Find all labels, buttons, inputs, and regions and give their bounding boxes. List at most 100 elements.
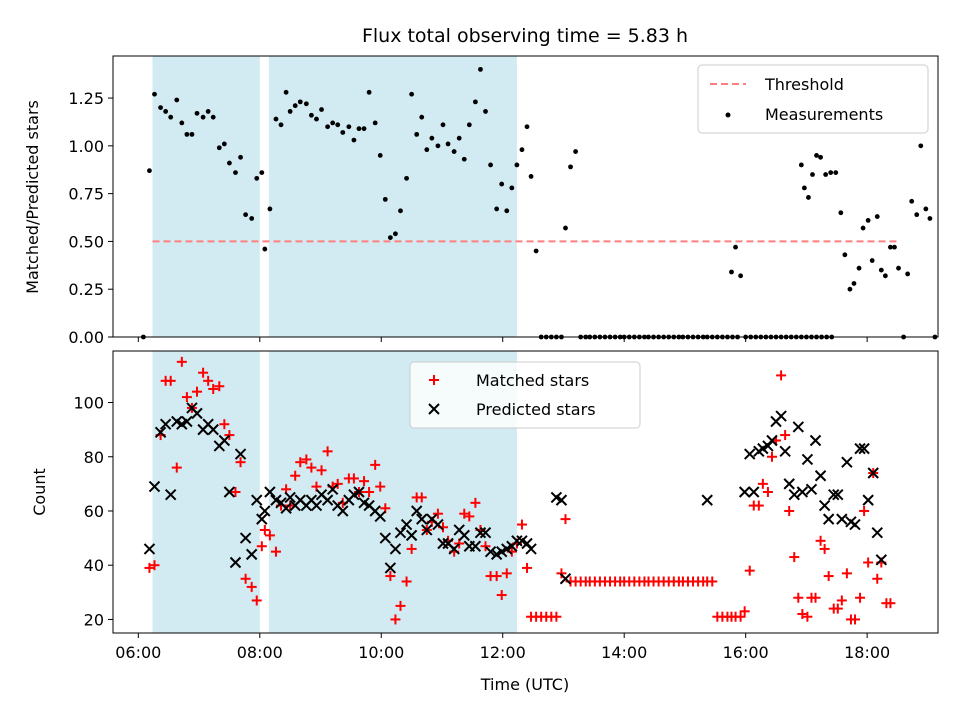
matched-point (560, 514, 571, 525)
matched-point (491, 571, 502, 582)
predicted-point (484, 545, 497, 558)
matched-point (306, 462, 317, 473)
measurement-point (896, 265, 901, 271)
predicted-point (437, 537, 449, 550)
measurement-point (221, 141, 227, 147)
measurement-point (833, 170, 839, 176)
predicted-point (416, 513, 428, 525)
matched-point (359, 476, 370, 487)
predicted-point (379, 532, 392, 544)
matched-point (496, 590, 507, 601)
predicted-point (259, 505, 271, 517)
predicted-point (779, 445, 791, 458)
matched-point (739, 606, 750, 617)
chart-title: Flux total observing time = 5.83 h (362, 25, 688, 47)
predicted-point (384, 562, 397, 574)
measurement-point (216, 145, 222, 151)
measurement-point (533, 248, 539, 254)
measurement-point (429, 135, 435, 141)
matched-point (181, 392, 192, 403)
predicted-point (143, 543, 156, 555)
measurement-point (440, 122, 446, 128)
legend-predicted-label: Predicted stars (476, 400, 596, 419)
measurement-point (478, 66, 483, 72)
predicted-point (871, 526, 883, 539)
predicted-point (154, 426, 167, 439)
measurement-point (189, 131, 195, 137)
measurement-point (927, 216, 933, 221)
measurement-point (283, 89, 289, 95)
predicted-point (801, 453, 814, 466)
y-ticks-bottom: 20 40 60 80 100 (73, 394, 113, 629)
measurement-point (519, 147, 525, 153)
predicted-point (405, 529, 418, 542)
y-tick-label: 20 (84, 610, 104, 629)
y-axis-label-bottom: Count (30, 468, 49, 516)
measurement-point (738, 273, 744, 279)
measurement-point (168, 114, 174, 120)
y-axis-label-top: Matched/Predicted stars (23, 100, 42, 294)
measurement-point (233, 170, 238, 176)
measurement-point (445, 141, 451, 147)
measurement-point (882, 273, 888, 279)
matched-point (251, 595, 262, 606)
measurement-point (398, 208, 403, 214)
predicted-point (766, 434, 778, 447)
matched-point (406, 543, 417, 554)
predicted-point (191, 407, 203, 420)
measurement-point (892, 244, 897, 250)
measurement-point (847, 286, 853, 292)
predicted-point (400, 518, 413, 531)
legend-threshold-label: Threshold (764, 75, 844, 94)
y-tick-label: 40 (84, 556, 104, 575)
predicted-point (469, 540, 482, 552)
measurement-point (483, 109, 488, 114)
matched-point (744, 565, 755, 576)
predicted-point (822, 513, 835, 525)
matched-point (214, 381, 225, 392)
measurement-point (488, 162, 493, 168)
predicted-point (788, 489, 800, 501)
matched-point (235, 457, 246, 468)
measurement-point (435, 143, 441, 149)
measurement-point (210, 114, 216, 120)
matched-point (256, 541, 267, 552)
predicted-point (353, 486, 365, 498)
matched-point (290, 470, 301, 481)
matched-point (416, 492, 427, 503)
predicted-point (867, 467, 879, 479)
matched-point (432, 508, 443, 519)
matched-point (735, 611, 746, 622)
measurement-point (888, 244, 893, 250)
measurement-point (372, 120, 378, 126)
predicted-point (321, 494, 334, 506)
measurement-point (278, 122, 284, 128)
matched-point (171, 462, 182, 473)
predicted-point (841, 456, 853, 468)
measurement-point (330, 120, 336, 126)
measurement-point (174, 97, 180, 103)
measurement-point (377, 153, 383, 158)
matched-point (766, 451, 777, 462)
measurement-point (568, 164, 573, 170)
measurement-point (918, 143, 924, 149)
matched-point (815, 535, 826, 546)
predicted-point (326, 483, 339, 495)
matched-point (551, 611, 562, 622)
panel-counts: 20 40 60 80 100 06:00 08:00 10:00 12:00 14:00 16:… (30, 350, 939, 694)
measurement-point (361, 126, 367, 132)
observing-window (152, 56, 260, 337)
predicted-point (818, 499, 831, 512)
y-ticks-top: 0.00 0.25 0.50 0.75 1.00 1.25 (68, 89, 113, 347)
measurement-point (254, 175, 260, 181)
observing-window (152, 351, 260, 633)
matched-point (789, 552, 800, 563)
measurement-point (366, 89, 372, 95)
measurement-point (419, 114, 425, 120)
measurement-point (798, 162, 804, 168)
legend-predicted-swatch (428, 403, 440, 415)
matched-point (401, 576, 412, 587)
y-tick-label: 100 (73, 394, 104, 413)
matched-point (149, 560, 160, 571)
